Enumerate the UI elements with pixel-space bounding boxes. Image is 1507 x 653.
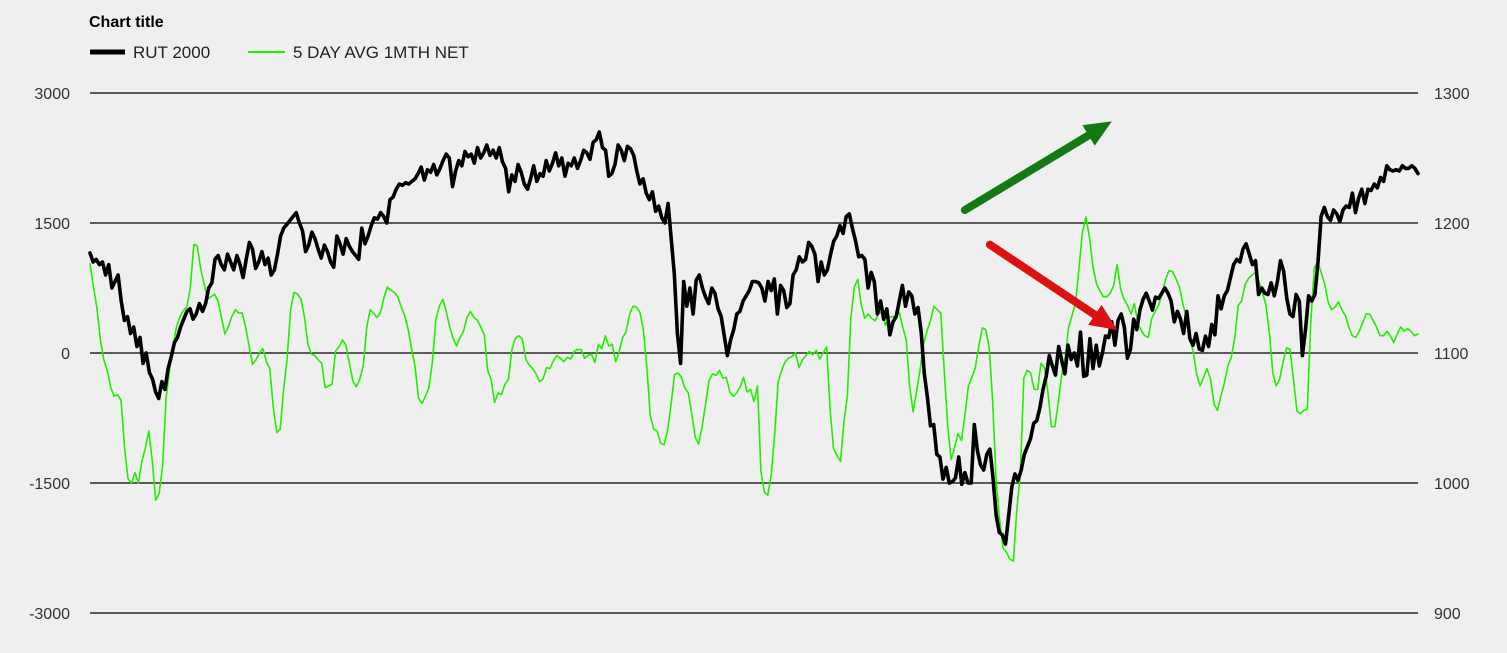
left-axis-ticks: 3000 1500 0 -1500 -3000 (29, 86, 70, 623)
series-line-net (89, 216, 1419, 562)
series-layer (88, 130, 1420, 562)
left-tick-label: 0 (61, 346, 70, 363)
legend: RUT 2000 5 DAY AVG 1MTH NET (90, 43, 469, 62)
left-tick-label: -1500 (29, 476, 70, 493)
left-tick-label: -3000 (29, 606, 70, 623)
legend-item-net[interactable]: 5 DAY AVG 1MTH NET (248, 43, 469, 62)
right-axis-ticks: 1300 1200 1100 1000 900 (1434, 86, 1470, 623)
legend-label-net: 5 DAY AVG 1MTH NET (293, 43, 469, 62)
right-tick-label: 1200 (1434, 216, 1470, 233)
right-tick-label: 1000 (1434, 476, 1470, 493)
up-trend-arrow (960, 121, 1112, 214)
series-line-rut (88, 130, 1420, 546)
right-tick-label: 1300 (1434, 86, 1470, 103)
chart-title: Chart title (89, 14, 164, 31)
left-tick-label: 3000 (34, 86, 70, 103)
down-trend-arrow (985, 240, 1118, 330)
annotation-layer (960, 121, 1118, 330)
left-tick-label: 1500 (34, 216, 70, 233)
right-tick-label: 1100 (1434, 346, 1469, 363)
legend-item-rut[interactable]: RUT 2000 (90, 43, 210, 62)
gridlines (90, 92, 1418, 614)
right-tick-label: 900 (1434, 606, 1461, 623)
legend-label-rut: RUT 2000 (133, 43, 210, 62)
